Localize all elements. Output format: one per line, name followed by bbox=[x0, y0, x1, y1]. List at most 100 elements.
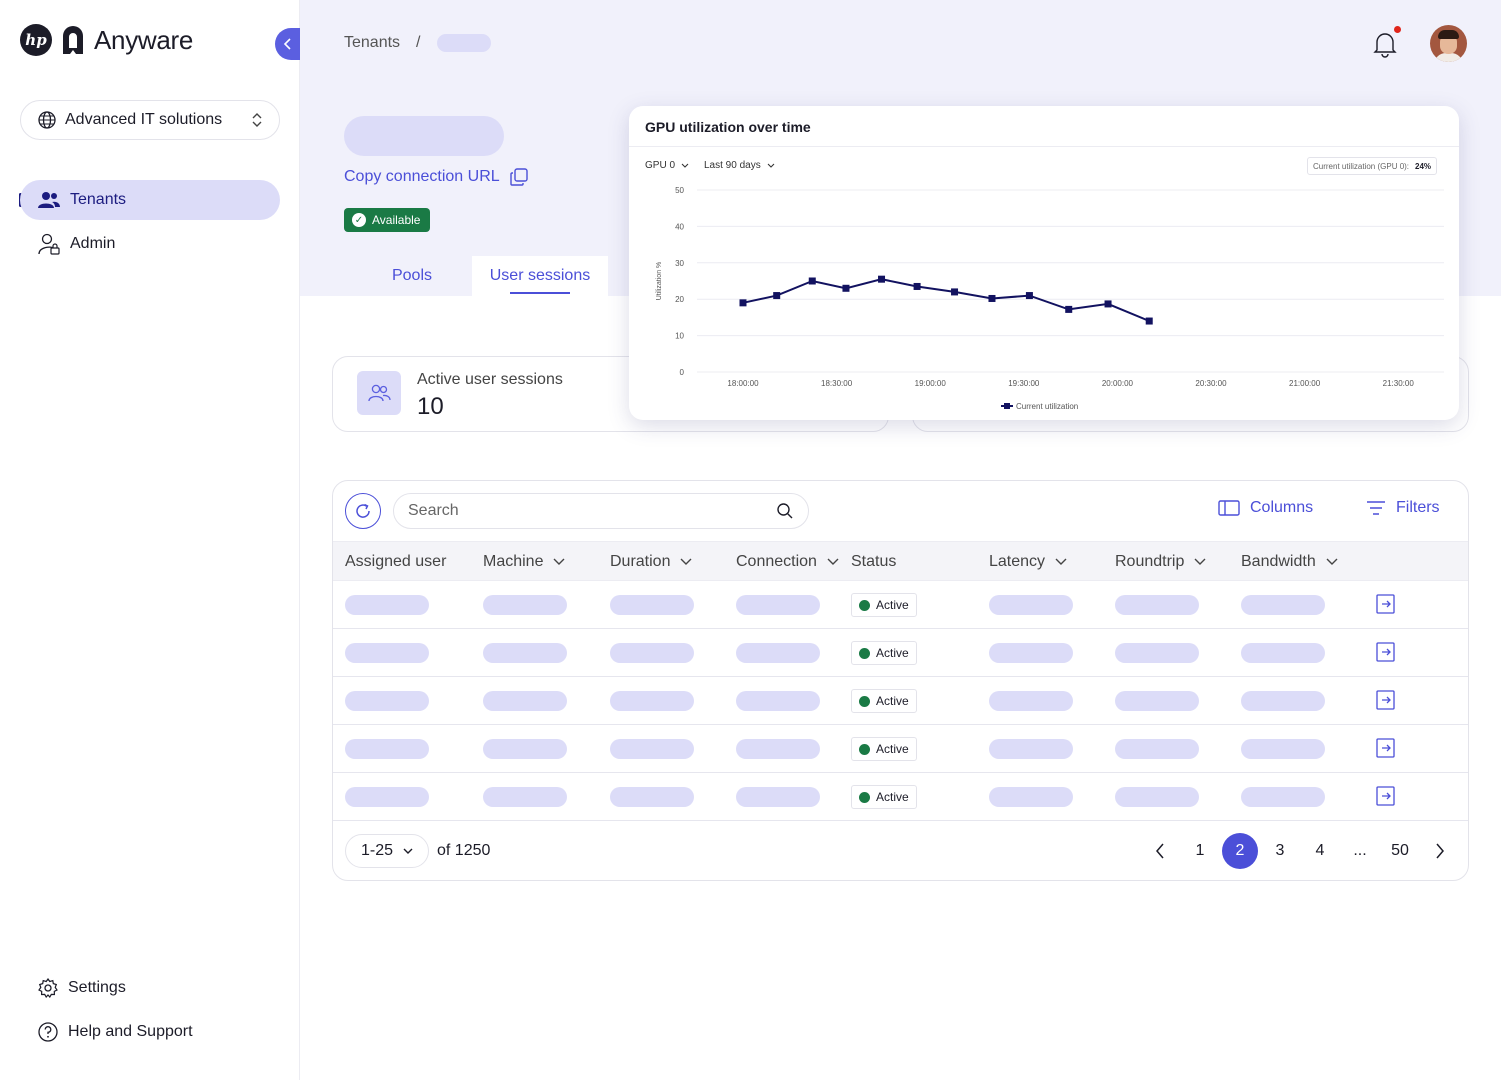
gpu-select[interactable]: GPU 0 bbox=[645, 160, 689, 171]
check-circle-icon: ✓ bbox=[352, 213, 366, 227]
collapse-sidebar-button[interactable] bbox=[275, 28, 301, 60]
page-button-current[interactable]: 2 bbox=[1222, 833, 1258, 869]
status-dot-icon bbox=[859, 647, 870, 659]
data-point bbox=[878, 275, 886, 283]
table-row[interactable]: Active bbox=[333, 629, 1468, 677]
column-header-roundtrip[interactable]: Roundtrip bbox=[1115, 553, 1206, 571]
refresh-button[interactable] bbox=[345, 493, 381, 529]
active-tab-underline bbox=[510, 292, 570, 294]
cell-skeleton bbox=[1115, 595, 1199, 615]
y-tick-label: 0 bbox=[680, 368, 685, 377]
page-size-label: 1-25 bbox=[360, 842, 394, 859]
page-size-select[interactable]: 1-25 bbox=[345, 834, 429, 868]
legend-swatch-marker bbox=[1004, 403, 1010, 409]
open-session-button[interactable] bbox=[1376, 594, 1396, 614]
table-row[interactable]: Active bbox=[333, 773, 1468, 821]
data-point bbox=[913, 282, 921, 290]
status-dot-icon bbox=[859, 599, 870, 611]
chevron-updown-icon bbox=[252, 113, 262, 127]
cell-skeleton bbox=[989, 739, 1073, 759]
open-session-button[interactable] bbox=[1376, 786, 1396, 806]
table-row[interactable]: Active bbox=[333, 725, 1468, 773]
column-header-machine[interactable]: Machine bbox=[483, 553, 565, 571]
column-header-label: Duration bbox=[610, 553, 671, 570]
notifications-button[interactable] bbox=[1372, 30, 1398, 58]
column-header-latency[interactable]: Latency bbox=[989, 553, 1067, 571]
cell-skeleton bbox=[1241, 691, 1325, 711]
column-header-status[interactable]: Status bbox=[851, 553, 896, 571]
open-session-button[interactable] bbox=[1376, 690, 1396, 710]
sidebar-item-help[interactable]: Help and Support bbox=[38, 1022, 193, 1042]
users-icon bbox=[38, 192, 60, 208]
filters-button[interactable]: Filters bbox=[1366, 499, 1440, 517]
chevron-down-icon bbox=[767, 163, 775, 168]
page-button[interactable]: 50 bbox=[1391, 842, 1409, 859]
tenant-title-skeleton bbox=[344, 116, 504, 156]
sidebar-item-tenants[interactable]: Tenants bbox=[20, 180, 280, 220]
search-input[interactable] bbox=[408, 502, 776, 520]
status-badge-label: Available bbox=[372, 213, 421, 227]
bell-icon bbox=[1373, 33, 1397, 58]
active-sessions-label: Active user sessions bbox=[417, 371, 563, 388]
tab-label: Pools bbox=[391, 267, 433, 284]
open-session-button[interactable] bbox=[1376, 738, 1396, 758]
status-label: Active bbox=[876, 598, 909, 612]
external-link-icon bbox=[1376, 642, 1395, 662]
org-selector[interactable]: Advanced IT solutions bbox=[20, 100, 280, 140]
table-row[interactable]: Active bbox=[333, 677, 1468, 725]
status-badge: ✓ Available bbox=[344, 208, 431, 232]
previous-page-button[interactable] bbox=[1142, 833, 1178, 869]
table-row[interactable]: Active bbox=[333, 581, 1468, 629]
page-button[interactable]: 1 bbox=[1195, 842, 1205, 859]
status-dot-icon bbox=[859, 791, 870, 803]
x-tick-label: 18:30:00 bbox=[821, 379, 853, 388]
page-button[interactable]: 4 bbox=[1315, 842, 1325, 859]
column-header-bandwidth[interactable]: Bandwidth bbox=[1241, 553, 1338, 571]
brand-logo[interactable]: hp Anyware bbox=[20, 24, 193, 56]
x-tick-label: 18:00:00 bbox=[727, 379, 759, 388]
legend-label: Current utilization bbox=[1016, 402, 1078, 411]
cell-skeleton bbox=[1241, 595, 1325, 615]
chevron-down-icon bbox=[1326, 558, 1338, 565]
x-tick-label: 20:00:00 bbox=[1102, 379, 1134, 388]
copy-icon bbox=[509, 168, 528, 186]
next-page-button[interactable] bbox=[1422, 833, 1458, 869]
copy-connection-url-button[interactable]: Copy connection URL bbox=[344, 168, 528, 186]
table-header: Assigned user Machine Duration Connectio… bbox=[333, 541, 1468, 581]
column-header-label: Roundtrip bbox=[1115, 553, 1185, 570]
data-point bbox=[988, 294, 996, 302]
sidebar-item-admin[interactable]: Admin bbox=[20, 224, 280, 264]
external-link-icon bbox=[1376, 738, 1395, 758]
cell-skeleton bbox=[989, 595, 1073, 615]
gpu-utilization-chart-popup: GPU utilization over time GPU 0 Last 90 … bbox=[629, 106, 1459, 420]
chevron-down-icon bbox=[827, 558, 839, 565]
column-header-label: Status bbox=[851, 553, 897, 570]
open-session-button[interactable] bbox=[1376, 642, 1396, 662]
cell-skeleton bbox=[736, 787, 820, 807]
columns-label: Columns bbox=[1250, 499, 1314, 516]
column-header-duration[interactable]: Duration bbox=[610, 553, 692, 571]
search-field[interactable] bbox=[393, 493, 809, 529]
gpu-select-label: GPU 0 bbox=[645, 160, 676, 171]
columns-button[interactable]: Columns bbox=[1218, 499, 1313, 517]
column-header-assigned-user[interactable]: Assigned user bbox=[345, 553, 446, 571]
page-button[interactable]: 3 bbox=[1275, 842, 1285, 859]
cell-skeleton bbox=[483, 643, 567, 663]
sidebar-item-settings[interactable]: Settings bbox=[38, 978, 126, 998]
chevron-down-icon bbox=[681, 163, 689, 168]
y-tick-label: 30 bbox=[675, 259, 684, 268]
refresh-icon bbox=[356, 503, 370, 518]
external-link-icon bbox=[1376, 594, 1395, 614]
status-badge: Active bbox=[851, 641, 917, 665]
chevron-down-icon bbox=[403, 848, 413, 854]
tab-pools[interactable]: Pools bbox=[376, 256, 448, 296]
x-tick-label: 19:00:00 bbox=[915, 379, 947, 388]
avatar[interactable] bbox=[1430, 25, 1467, 62]
range-select[interactable]: Last 90 days bbox=[704, 160, 775, 171]
chevron-down-icon bbox=[680, 558, 692, 565]
sidebar: hp Anyware Advanced IT solutions Tenants… bbox=[0, 0, 301, 1080]
breadcrumb-tenants-link[interactable]: Tenants bbox=[344, 34, 401, 51]
column-header-connection[interactable]: Connection bbox=[736, 553, 839, 571]
tab-user-sessions[interactable]: User sessions bbox=[472, 256, 608, 296]
cell-skeleton bbox=[610, 595, 694, 615]
